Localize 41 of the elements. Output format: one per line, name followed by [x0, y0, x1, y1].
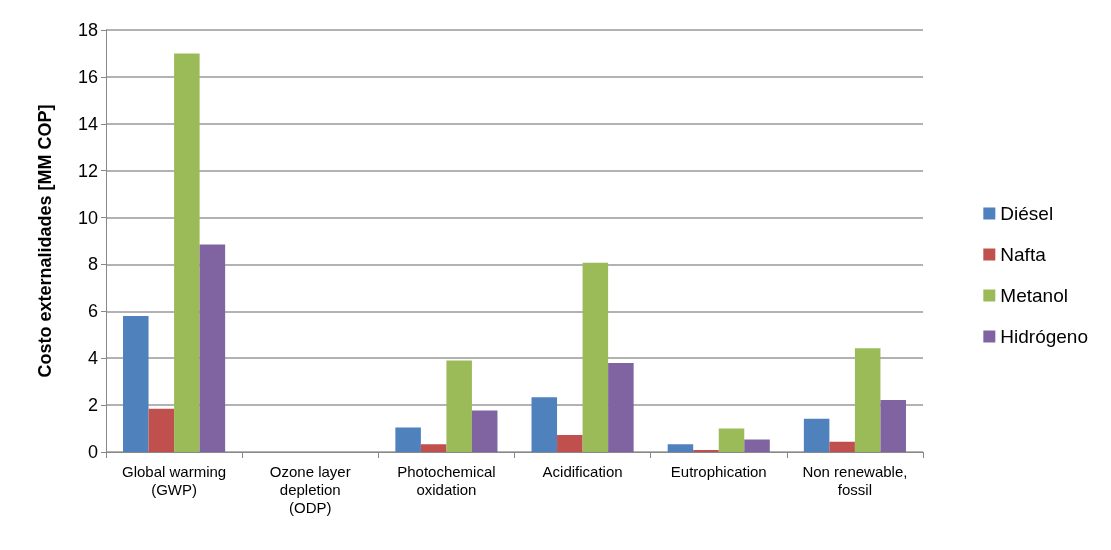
y-tick-label: 16: [77, 66, 98, 87]
bar: [854, 348, 881, 452]
bar: [744, 439, 770, 452]
x-tick-label: Eutrophication: [670, 462, 767, 480]
y-tick-label: 10: [77, 207, 98, 228]
bar: [199, 244, 226, 452]
bar: [420, 444, 447, 452]
bar: [718, 428, 745, 452]
bar: [123, 316, 149, 452]
x-tick-label: Global warming (GWP): [121, 462, 227, 498]
bar: [667, 444, 694, 452]
y-tick-label: 2: [87, 395, 98, 416]
legend-label: Nafta: [1000, 244, 1047, 265]
bar: [582, 262, 609, 452]
y-tick-label: 6: [87, 301, 98, 322]
y-tick-label: 0: [87, 442, 98, 462]
bar: [803, 418, 830, 452]
x-tick-label: Photochemical oxidation: [397, 462, 496, 498]
legend-label: Metanol: [1000, 285, 1068, 306]
y-tick-label: 18: [77, 20, 98, 40]
bar: [557, 434, 583, 452]
bar: [531, 397, 558, 452]
bar: [608, 362, 634, 452]
bar: [174, 53, 200, 452]
bar: [471, 410, 498, 452]
bar: [693, 449, 719, 452]
bar: [880, 399, 906, 452]
y-tick-label: 14: [77, 113, 98, 134]
y-tick-label: 4: [87, 348, 98, 369]
y-tick-label: 8: [87, 254, 98, 275]
legend-label: Diésel: [1000, 203, 1054, 224]
legend-label: Hidrógeno: [1000, 326, 1088, 347]
bar: [829, 441, 855, 452]
x-tick-label: Non renewable, fossil: [802, 462, 908, 498]
x-tick-label: Acidification: [542, 462, 623, 480]
bar: [148, 408, 175, 452]
x-tick-label: Ozone layer depletion (ODP): [269, 462, 351, 516]
y-axis-title: Costo externalidades [MM COP]: [35, 104, 55, 378]
bar: [446, 360, 472, 452]
bar: [395, 427, 421, 452]
y-tick-label: 12: [77, 160, 98, 181]
